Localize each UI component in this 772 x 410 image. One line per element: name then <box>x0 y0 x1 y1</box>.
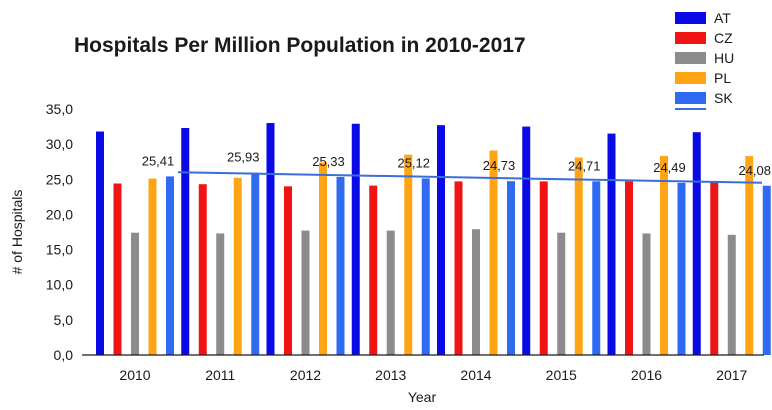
bar-sk-2015 <box>592 181 601 355</box>
y-tick-label: 25,0 <box>46 171 73 187</box>
x-tick-label: 2013 <box>375 367 406 383</box>
x-tick-label: 2012 <box>290 367 321 383</box>
bar-pl-2016 <box>660 156 668 355</box>
bar-hu-2013 <box>386 230 395 355</box>
y-tick-label: 20,0 <box>46 206 73 222</box>
legend-swatch-pl <box>675 72 706 84</box>
bars <box>96 123 771 355</box>
data-label-sk: 25,93 <box>227 150 260 165</box>
bar-hu-2014 <box>472 229 480 355</box>
legend-swatch-at <box>675 12 706 24</box>
bar-cz-2016 <box>625 181 633 355</box>
bar-at-2010 <box>96 131 104 355</box>
bar-pl-2017 <box>745 156 754 355</box>
data-label-sk: 24,08 <box>738 163 771 178</box>
bar-hu-2016 <box>642 233 651 355</box>
bar-cz-2013 <box>369 185 378 355</box>
bar-cz-2015 <box>539 181 548 355</box>
bar-pl-2014 <box>489 150 498 355</box>
bar-sk-2012 <box>336 176 345 355</box>
bar-pl-2015 <box>574 157 583 355</box>
y-tick-label: 10,0 <box>46 277 73 293</box>
data-label-sk: 24,71 <box>568 158 601 173</box>
bar-hu-2015 <box>557 232 566 355</box>
legend: AT CZ HU PL SK <box>675 10 734 110</box>
x-tick-label: 2017 <box>716 367 747 383</box>
bar-sk-2011 <box>251 172 260 355</box>
bar-hu-2017 <box>727 234 736 355</box>
legend-label: CZ <box>714 30 733 46</box>
chart-title: Hospitals Per Million Population in 2010… <box>74 34 526 57</box>
data-label-sk: 24,49 <box>653 160 686 175</box>
legend-swatch-sk <box>675 92 706 104</box>
bar-hu-2012 <box>301 230 310 355</box>
legend-label: HU <box>714 50 734 66</box>
legend-label: SK <box>714 90 733 106</box>
bar-sk-2016 <box>677 182 686 355</box>
data-label-sk: 25,41 <box>142 153 175 168</box>
bar-sk-2010 <box>166 176 174 355</box>
x-tick-label: 2010 <box>119 367 150 383</box>
bar-pl-2012 <box>319 162 327 355</box>
legend-swatch-hu <box>675 52 706 64</box>
bar-at-2017 <box>692 132 701 355</box>
x-tick-label: 2015 <box>546 367 577 383</box>
y-tick-label: 0,0 <box>54 347 74 363</box>
x-tick-label: 2011 <box>205 367 235 383</box>
x-tick-label: 2014 <box>460 367 491 383</box>
y-axis-label: # of Hospitals <box>9 190 25 275</box>
bar-pl-2010 <box>148 178 157 355</box>
bar-cz-2011 <box>198 184 207 355</box>
y-axis: 0,0 5,0 10,0 15,0 20,0 25,0 30,0 35,0 <box>46 101 73 363</box>
bar-cz-2010 <box>113 183 122 355</box>
bar-sk-2014 <box>507 181 515 355</box>
y-tick-label: 15,0 <box>46 242 73 258</box>
legend-label: AT <box>714 10 731 26</box>
bar-at-2013 <box>351 123 360 355</box>
bar-at-2016 <box>607 133 616 355</box>
bar-hu-2010 <box>131 232 139 355</box>
x-tick-label: 2016 <box>631 367 662 383</box>
legend-label: PL <box>714 70 731 86</box>
trendline-group <box>177 171 763 184</box>
bar-cz-2017 <box>710 182 719 355</box>
data-label-sk: 24,73 <box>483 158 516 173</box>
data-labels: 25,41 25,93 25,33 25,12 24,73 24,71 24,49 24,08 <box>142 150 771 178</box>
y-tick-label: 35,0 <box>46 101 73 117</box>
bar-hu-2011 <box>216 233 225 355</box>
data-label-sk: 25,33 <box>312 154 345 169</box>
bar-cz-2014 <box>454 181 463 355</box>
bar-at-2012 <box>266 123 275 355</box>
y-tick-label: 5,0 <box>54 312 74 328</box>
legend-swatch-cz <box>675 32 706 44</box>
bar-at-2014 <box>437 125 445 355</box>
data-label-sk: 25,12 <box>397 155 430 170</box>
bar-pl-2011 <box>233 177 242 355</box>
x-axis-label: Year <box>408 389 437 405</box>
bar-cz-2012 <box>284 186 292 355</box>
y-tick-label: 30,0 <box>46 136 73 152</box>
bar-sk-2017 <box>762 185 771 355</box>
bar-pl-2013 <box>404 154 413 355</box>
trendline <box>177 171 763 184</box>
bar-at-2011 <box>181 127 190 355</box>
bar-at-2015 <box>522 126 531 355</box>
x-axis: 2010 2011 2012 2013 2014 2015 2016 2017 <box>82 354 764 383</box>
bar-sk-2013 <box>421 178 430 355</box>
